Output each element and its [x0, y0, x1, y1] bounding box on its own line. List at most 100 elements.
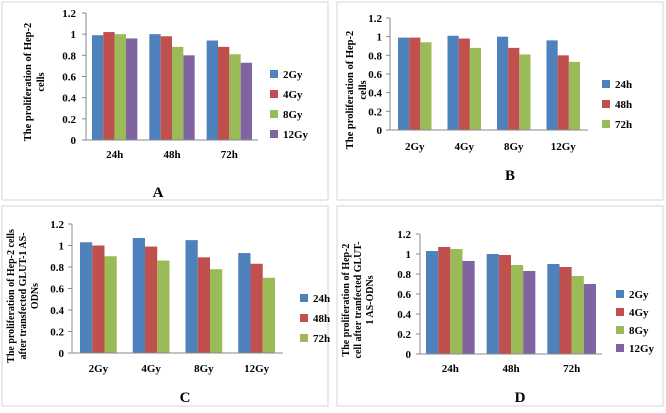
panel-a-y-tick-label: 0.4 — [62, 93, 76, 105]
panel-b-ylabel-line1: The proliferation of Hep-2 — [345, 31, 356, 150]
panel-c-bar — [238, 253, 251, 353]
panel-a-bar — [218, 46, 230, 141]
panel-a-bar — [240, 62, 252, 140]
panel-b-x-tick-label: 4Gy — [454, 141, 474, 153]
panel-c-bar — [80, 242, 93, 353]
panel-d-bar — [547, 264, 560, 354]
panel-c-y-tick-label: 0.6 — [50, 284, 64, 296]
panel-d-bar — [523, 271, 536, 354]
panel-c-legend-swatch — [300, 294, 308, 302]
panel-d-y-tick-label: 0.6 — [397, 289, 411, 301]
panel-b-x-tick-label: 8Gy — [504, 141, 524, 153]
panel-d-bar — [571, 276, 584, 354]
panel-d-legend-swatch — [616, 344, 624, 352]
panel-b-bar — [557, 55, 569, 130]
panel-a-x-tick-label: 24h — [106, 149, 123, 161]
panel-c-bar — [132, 237, 145, 353]
panel-a-legend-swatch — [270, 110, 278, 118]
panel-a-legend-swatch — [270, 130, 278, 138]
panel-a-ylabel-line1: The proliferation of Hep-2 — [23, 23, 34, 142]
panel-a-bar — [149, 34, 161, 140]
panel-b-y-tick-label: 0.8 — [368, 50, 382, 62]
panel-d-x-tick-label: 48h — [502, 363, 519, 375]
panel-d-ylabel-line1: The proliferation of Hep-2 — [341, 244, 352, 357]
panel-c-ylabel-line2: after transfected GLUT-1 AS- — [18, 233, 29, 360]
panel-a-y-tick-label: 0.8 — [62, 50, 76, 62]
panel-c-bar — [250, 263, 263, 353]
panel-a-legend-label: 2Gy — [283, 69, 303, 81]
panel-c-y-tick-label: 0 — [59, 348, 65, 360]
panel-d-legend-swatch — [616, 326, 624, 334]
panel-d-bar — [583, 284, 596, 354]
panel-b-legend-label: 72h — [615, 119, 632, 131]
panel-c-legend-label: 24h — [313, 293, 330, 305]
panel-c-ylabel-line3: ODNs — [30, 283, 41, 309]
panel-a-legend-label: 8Gy — [283, 109, 303, 121]
panel-c-legend-label: 48h — [313, 313, 330, 325]
panel-a-frame — [1, 1, 329, 201]
panel-b-bar — [568, 61, 580, 131]
panel-b-label: B — [505, 168, 515, 184]
panel-b: The proliferation of Hep-2 cells B 0 0.2 0… — [336, 1, 664, 201]
panel-c-frame — [1, 205, 329, 407]
panel-b-bar — [497, 36, 509, 130]
panel-a-bar — [126, 38, 138, 140]
panel-c: The proliferation of Hep-2 cells after t… — [1, 205, 330, 407]
panel-d-ylabel-line3: 1 AS-ODNs — [365, 275, 376, 324]
panel-d-bar — [498, 255, 511, 354]
panel-a-bar — [183, 55, 195, 140]
panel-b-frame — [336, 1, 664, 201]
panel-a-legend-swatch — [270, 70, 278, 78]
panel-c-y-tick-label: 0.4 — [50, 305, 64, 317]
panel-b-legend-swatch — [602, 120, 610, 128]
panel-d-ylabel-line2: cell after tranfected GLUT- — [353, 242, 364, 359]
panel-a: The proliferation of Hep-2 cells A 0 0.2 0… — [1, 1, 329, 201]
panel-c-legend-swatch — [300, 314, 308, 322]
panel-c-legend-label: 72h — [313, 333, 330, 345]
panel-b-y-tick-label: 0 — [377, 125, 383, 137]
panel-a-ylabel-line2: cells — [36, 72, 47, 91]
panel-c-x-tick-label: 8Gy — [194, 363, 214, 375]
panel-d-bar — [438, 247, 451, 354]
panel-d-bar — [511, 265, 524, 354]
panel-c-y-tick-label: 0.2 — [50, 327, 64, 339]
panel-c-bar — [185, 240, 198, 354]
panel-a-bar — [114, 34, 126, 140]
panel-d-y-tick-label: 0.4 — [397, 309, 411, 321]
panel-d-legend-label: 12Gy — [629, 343, 655, 355]
panel-b-y-tick-label: 0.2 — [368, 106, 382, 118]
panel-d-y-tick-label: 1.2 — [397, 229, 411, 241]
panel-a-bar — [172, 46, 184, 141]
panel-a-bar — [206, 40, 218, 140]
panel-c-bar — [157, 260, 170, 353]
panel-d-bar — [450, 249, 463, 354]
panel-a-legend-label: 12Gy — [283, 129, 309, 141]
panel-a-bar — [229, 54, 241, 140]
panel-a-bar — [92, 35, 104, 140]
panel-a-legend-swatch — [270, 90, 278, 98]
panel-c-bar — [262, 277, 275, 353]
panel-b-bar — [469, 47, 481, 131]
panel-a-label: A — [153, 185, 164, 201]
panel-d-bar — [462, 261, 475, 354]
panel-b-y-tick-label: 1.2 — [368, 13, 382, 25]
panel-b-bar — [508, 47, 520, 131]
panel-d-bar — [559, 267, 572, 354]
panel-a-legend-label: 4Gy — [283, 89, 303, 101]
panel-a-x-tick-label: 48h — [163, 149, 180, 161]
panel-a-bar — [160, 36, 172, 140]
panel-d-legend-swatch — [616, 308, 624, 316]
panel-a-y-tick-label: 0.6 — [62, 72, 76, 84]
panel-c-bar — [210, 269, 223, 353]
panel-c-x-tick-label: 4Gy — [141, 363, 161, 375]
panel-d-legend-label: 4Gy — [629, 307, 649, 319]
panel-d-y-tick-label: 0.8 — [397, 269, 411, 281]
panel-c-label: C — [180, 390, 191, 406]
panel-c-bar — [92, 245, 105, 353]
panel-a-bar — [103, 32, 115, 140]
panel-d-y-tick-label: 0.2 — [397, 329, 411, 341]
panel-a-x-tick-label: 72h — [221, 149, 238, 161]
panel-b-bar — [546, 40, 558, 130]
panel-b-bar — [458, 38, 470, 130]
